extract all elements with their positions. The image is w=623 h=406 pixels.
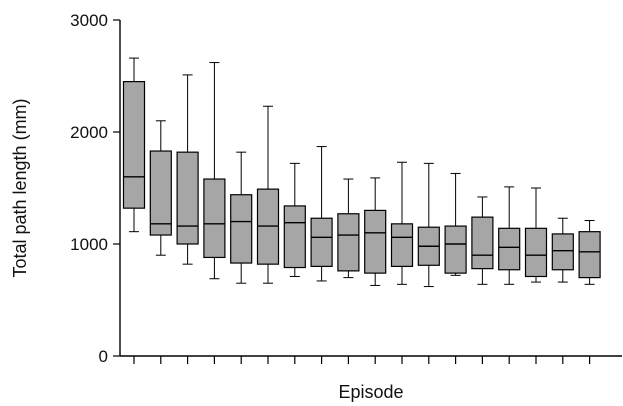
box-episode-15 [498, 186, 521, 285]
iqr-box [390, 223, 414, 267]
box-episode-5 [230, 151, 253, 284]
iqr-box [283, 205, 306, 269]
y-tick-label: 1000 [70, 235, 108, 254]
box-episode-9 [337, 178, 360, 279]
iqr-box [444, 225, 467, 274]
x-axis-title: Episode [338, 382, 403, 402]
box-episode-17 [551, 217, 574, 283]
box-episode-14 [471, 196, 494, 285]
iqr-box [578, 231, 601, 279]
iqr-box [364, 209, 387, 274]
x-axis [120, 355, 622, 364]
y-tick-label: 2000 [70, 123, 108, 142]
box-episode-4 [203, 62, 226, 280]
box-episode-13 [444, 172, 467, 276]
iqr-box [471, 216, 494, 270]
iqr-box [203, 178, 226, 259]
box-episode-2 [149, 120, 172, 256]
y-axis: 0 1000 2000 3000 [70, 11, 121, 366]
box-episode-10 [364, 177, 387, 286]
y-tick-label: 3000 [70, 11, 108, 30]
iqr-box [122, 80, 146, 209]
box-episode-18 [578, 219, 601, 285]
iqr-box [149, 150, 172, 236]
box-episode-3 [176, 74, 199, 265]
box-episode-6 [256, 105, 280, 284]
iqr-box [310, 217, 333, 268]
box-episode-8 [310, 146, 333, 282]
box-episode-12 [417, 162, 440, 288]
iqr-box [230, 194, 253, 264]
box-episode-11 [390, 161, 414, 285]
iqr-box [551, 233, 574, 271]
y-axis-title: Total path length (mm) [10, 98, 30, 277]
iqr-box [524, 227, 548, 278]
iqr-box [498, 227, 521, 271]
y-tick-label: 0 [99, 347, 108, 366]
iqr-box [176, 151, 199, 245]
box-series [122, 57, 601, 288]
box-episode-16 [524, 187, 548, 283]
iqr-box [337, 213, 360, 272]
box-episode-1 [122, 57, 146, 233]
box-episode-7 [283, 162, 306, 277]
